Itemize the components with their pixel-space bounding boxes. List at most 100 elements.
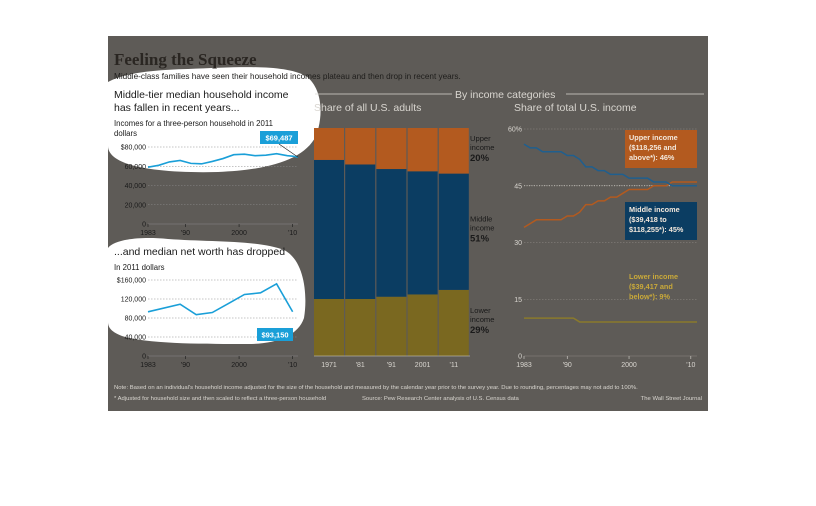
share-ytick-label: 15 (514, 297, 522, 304)
chart-canvas: Feeling the Squeeze Middle-class familie… (108, 50, 704, 402)
networth-ytick-label: 120,000 (121, 297, 146, 304)
income-xtick-label: 2000 (231, 230, 247, 237)
income-line (147, 152, 299, 168)
highlight-blob-networth (108, 238, 306, 344)
networth-ytick-label: 0 (142, 354, 146, 361)
adults-label-pct: 20% (470, 153, 490, 164)
networth-ytick-label: $160,000 (117, 278, 146, 285)
share-annotation-lower: ($39,417 and (629, 282, 673, 291)
adults-label-line: income (470, 315, 494, 324)
adults-label-line: Middle (470, 215, 492, 224)
share-xtick-label: 2000 (621, 362, 637, 369)
highlight-blobs (108, 67, 321, 344)
share-annotation-middle: $118,255*): 45% (629, 225, 684, 234)
share-xtick-label: '10 (686, 362, 695, 369)
networth-line (147, 282, 294, 316)
share-annotation-middle: ($39,418 to (629, 215, 667, 224)
share-ytick-label: 45 (514, 183, 522, 190)
share-annotation-upper: ($118,256 and (629, 143, 676, 152)
adults-title: Share of all U.S. adults (314, 102, 421, 114)
income-ytick-label: $80,000 (121, 145, 146, 152)
networth-ytick-label: 40,000 (125, 335, 147, 342)
networth-ytick-label: 80,000 (125, 316, 147, 323)
share-annotation-upper: above*): 46% (629, 153, 675, 162)
adults-label-line: income (470, 224, 494, 233)
share-annotation-middle: Middle income (629, 205, 680, 214)
adults-bar-middle-income (314, 159, 344, 299)
share-annotation-lower: Lower income (629, 272, 678, 281)
share-ytick-label: 0 (518, 354, 522, 361)
page-title: Feeling the Squeeze (114, 50, 257, 69)
networth-callout: $93,150 (261, 331, 288, 340)
adults-label-line: Upper (470, 134, 491, 143)
adults-bar-lower-income (345, 299, 376, 356)
adults-bar-middle-income (345, 164, 376, 299)
infographic: Feeling the Squeeze Middle-class familie… (108, 36, 708, 411)
share-xtick-label: 1983 (516, 362, 532, 369)
share-annotation-lower: below*): 9% (629, 292, 670, 301)
income-ytick-label: 60,000 (125, 164, 147, 171)
income-title: Middle-tier median household income (114, 89, 289, 101)
adults-xtick-label: 1971 (321, 362, 337, 369)
networth-subtitle: In 2011 dollars (114, 263, 165, 272)
adults-bar-lower-income (314, 299, 344, 356)
page-subtitle: Middle-class families have seen their ho… (114, 72, 461, 81)
adults-bar-middle-income (438, 173, 469, 290)
share-line-lower (524, 317, 697, 323)
adults-plot: 1971'81'91 2001'11Upperincome20%Middleinc… (314, 128, 494, 369)
adults-label-line: Lower (470, 306, 491, 315)
adults-label-pct: 29% (470, 325, 490, 336)
share-annotation-box-upper (625, 130, 697, 168)
income-ytick-label: 0 (142, 222, 146, 229)
adults-bar-upper-income (407, 128, 438, 172)
share-annotation-upper: Upper income (629, 133, 678, 142)
income-title-2: has fallen in recent years... (114, 102, 239, 114)
adults-bar-upper-income (438, 128, 469, 174)
adults-xtick-label: '91 (387, 362, 396, 369)
income-xtick-label: 1983 (140, 230, 156, 237)
adults-bar-upper-income (345, 128, 376, 165)
adults-label-line: income (470, 143, 494, 152)
footer-source: Source: Pew Research Center analysis of … (362, 396, 520, 402)
adults-bar-middle-income (376, 169, 407, 297)
networth-xtick-label: 1983 (140, 362, 156, 369)
share-ytick-label: 60% (508, 127, 522, 134)
networth-callout-box (257, 328, 293, 341)
share-ytick-label: 30 (514, 240, 522, 247)
share-title: Share of total U.S. income (514, 102, 637, 114)
income-callout-box (260, 131, 298, 144)
income-ytick-label: 20,000 (125, 202, 147, 209)
share-line-middle (523, 143, 697, 187)
footer-note: Note: Based on an individual's household… (114, 385, 638, 391)
income-ytick-label: 40,000 (125, 183, 147, 190)
highlight-blob-income (108, 67, 321, 173)
footer-credit: The Wall Street Journal (641, 396, 702, 402)
adults-bar-lower-income (407, 294, 438, 356)
income-subtitle-2: dollars (114, 129, 137, 138)
adults-bar-middle-income (407, 171, 438, 295)
adults-label-pct: 51% (470, 234, 490, 245)
adults-bar-lower-income (376, 296, 407, 356)
share-xtick-label: '90 (563, 362, 572, 369)
share-line-upper (523, 181, 697, 229)
adults-bar-upper-income (314, 128, 344, 160)
adults-bar-lower-income (438, 289, 469, 356)
adults-xtick-label: 2001 (415, 362, 431, 369)
income-callout-leader (278, 143, 299, 158)
categories-header: By income categories (455, 89, 555, 101)
networth-xtick-label: '10 (288, 362, 297, 369)
income-xtick-label: '10 (288, 230, 297, 237)
income-subtitle: Incomes for a three-person household in … (114, 119, 273, 128)
adults-xtick-label: '11 (449, 362, 458, 369)
footer-asterisk: * Adjusted for household size and then s… (114, 396, 326, 402)
networth-xtick-label: '90 (181, 362, 190, 369)
adults-xtick-label: '81 (356, 362, 365, 369)
income-callout: $69,487 (265, 134, 292, 143)
networth-xtick-label: 2000 (231, 362, 247, 369)
share-annotation-box-middle (625, 202, 697, 240)
adults-bar-upper-income (376, 128, 407, 170)
networth-title: ...and median net worth has dropped (114, 246, 285, 258)
